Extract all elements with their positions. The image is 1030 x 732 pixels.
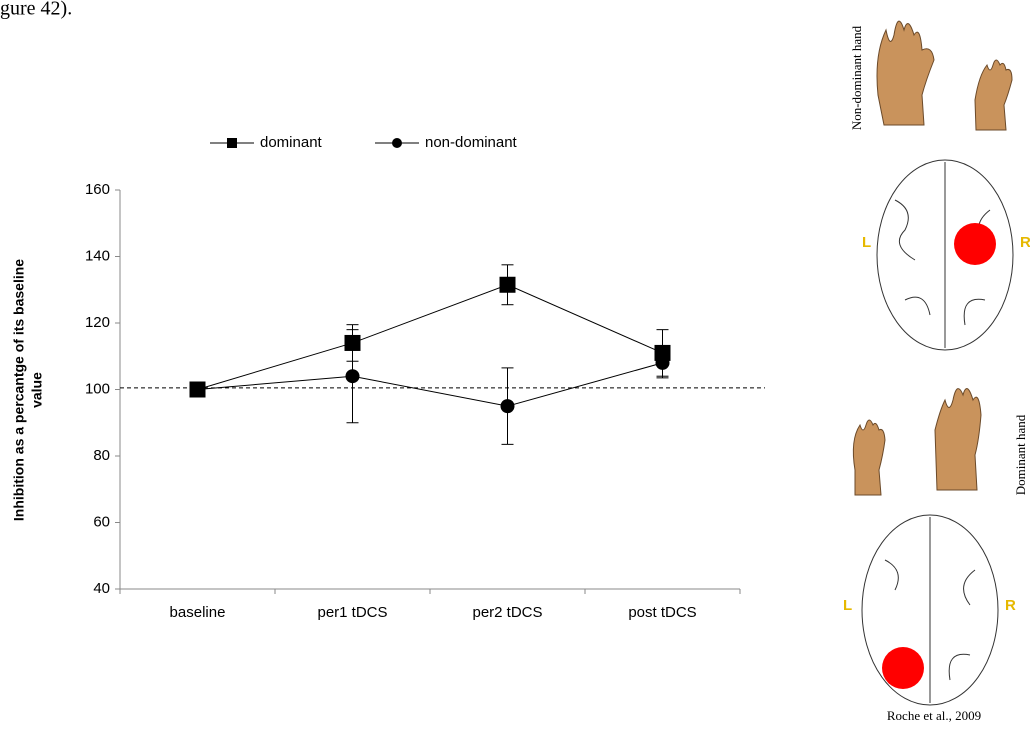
y-tick-label: 140: [85, 247, 110, 264]
x-tick-label: post tDCS: [628, 604, 696, 621]
x-tick-label: baseline: [170, 604, 226, 621]
y-tick-label: 80: [93, 447, 110, 464]
credit: Roche et al., 2009: [887, 708, 981, 723]
x-tick-label: per2 tDCS: [472, 604, 542, 621]
marker: [499, 276, 516, 293]
right-label: R: [1005, 597, 1016, 614]
bottom-hand-label: Dominant hand: [1013, 414, 1028, 495]
legend-label: non-dominant: [425, 134, 518, 151]
legend-label: dominant: [260, 134, 323, 151]
caption-fragment: gure 42).: [0, 0, 72, 20]
x-tick-label: per1 tDCS: [317, 604, 387, 621]
marker: [655, 355, 670, 370]
legend-marker: [392, 138, 402, 148]
left-label: L: [843, 597, 852, 614]
marker: [345, 369, 360, 384]
y-tick-label: 40: [93, 580, 110, 597]
y-axis-label: value: [29, 372, 45, 408]
top-hand-label: Non-dominant hand: [849, 25, 864, 130]
series-line: [197, 362, 663, 407]
chart: 40 60 80 100 120 140 160 baseline per1 tDCS per2 …: [11, 134, 765, 621]
y-tick-label: 160: [85, 181, 110, 198]
y-axis-label: Inhibition as a percantge of its baselin…: [11, 259, 27, 521]
marker: [190, 382, 205, 397]
y-tick-label: 120: [85, 314, 110, 331]
legend-marker: [227, 138, 237, 148]
series-line: [197, 284, 663, 390]
illustration: [852, 20, 1014, 706]
y-tick-label: 60: [93, 513, 110, 530]
marker: [500, 399, 515, 414]
y-tick-label: 100: [85, 380, 110, 397]
right-label: R: [1020, 234, 1030, 251]
left-label: L: [862, 234, 871, 251]
